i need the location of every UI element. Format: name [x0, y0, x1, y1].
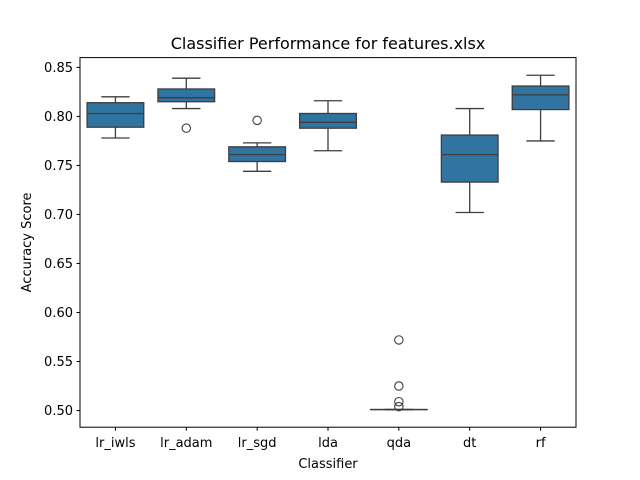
y-tick-label: 0.60	[44, 306, 73, 321]
x-tick-label: lr_sgd	[238, 436, 277, 451]
y-tick-label: 0.80	[44, 110, 73, 125]
box-rf	[511, 74, 570, 142]
plot-marks	[86, 74, 570, 412]
y-tick-label: 0.75	[44, 159, 73, 174]
iqr-box	[440, 134, 499, 183]
x-axis-label: Classifier	[298, 457, 358, 472]
x-tick-label: qda	[387, 436, 411, 451]
outlier-point	[181, 123, 192, 133]
y-tick-label: 0.85	[44, 61, 73, 76]
outlier-point	[394, 401, 404, 412]
chart-title: Classifier Performance for features.xlsx	[171, 34, 486, 53]
box-dt	[440, 107, 499, 214]
y-axis-label: Accuracy Score	[20, 192, 35, 292]
y-tick-label: 0.70	[44, 208, 73, 223]
x-tick-label: lr_iwls	[95, 436, 135, 451]
y-axis: 0.50 0.55 0.60 0.65 0.70 0.75 0.80 0.85	[44, 61, 80, 419]
y-tick-label: 0.55	[44, 355, 73, 370]
iqr-box	[299, 112, 357, 129]
outlier-point	[394, 396, 404, 407]
x-axis: lr_iwls lr_adam lr_sgd lda qda dt rf	[95, 427, 546, 451]
x-tick-label: dt	[463, 436, 476, 451]
outlier-point	[394, 381, 404, 391]
outlier-point	[394, 335, 404, 345]
box-lr_iwls	[86, 96, 145, 139]
x-tick-label: lr_adam	[160, 436, 212, 451]
box-lr_sgd	[228, 115, 287, 172]
x-tick-label: rf	[536, 436, 546, 451]
iqr-box	[157, 88, 216, 103]
iqr-box	[511, 85, 570, 111]
y-tick-label: 0.50	[44, 404, 73, 419]
x-tick-label: lda	[318, 436, 338, 451]
outlier-point	[252, 115, 262, 126]
box-lda	[299, 100, 357, 152]
box-lr_adam	[157, 77, 216, 133]
iqr-box	[86, 102, 145, 128]
box-qda	[369, 335, 428, 412]
y-tick-label: 0.65	[44, 257, 73, 272]
